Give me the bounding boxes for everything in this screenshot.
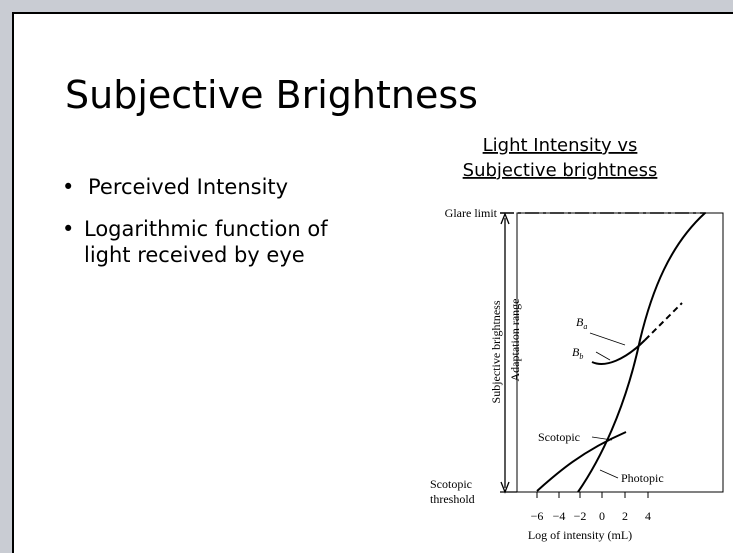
bb-sub: b bbox=[579, 352, 583, 361]
main-curve bbox=[577, 212, 706, 493]
bullet-text: Logarithmic function of light received b… bbox=[84, 217, 328, 267]
leader-lines bbox=[589, 332, 626, 479]
ba: B bbox=[576, 315, 584, 329]
x-label: Log of intensity (mL) bbox=[528, 528, 632, 542]
threshold-label: Scotopic bbox=[430, 477, 472, 491]
bb-label: Bb bbox=[572, 345, 583, 361]
bb-curve bbox=[591, 339, 646, 365]
bullet-wrap: Logarithmic function of light received b… bbox=[84, 217, 328, 267]
range-label: Adaptation range bbox=[508, 299, 522, 382]
x-ticks bbox=[536, 492, 649, 498]
title: Subjective Brightness bbox=[65, 73, 478, 117]
x-tick-label: 4 bbox=[645, 509, 651, 523]
x-tick-label: −4 bbox=[553, 509, 566, 523]
figure-labels: Glare limit Scotopic threshold Subjectiv… bbox=[430, 206, 664, 542]
ba-dashed bbox=[644, 302, 683, 341]
x-tick-label: 2 bbox=[622, 509, 628, 523]
ba-label: Ba bbox=[576, 315, 587, 331]
x-tick-label: 0 bbox=[599, 509, 605, 523]
slide-frame bbox=[12, 12, 733, 553]
scotopic-curve bbox=[536, 431, 627, 492]
bullet-text: Perceived Intensity bbox=[88, 175, 288, 199]
bullets: • Perceived Intensity • Logarithmic func… bbox=[62, 175, 328, 267]
threshold-label: threshold bbox=[430, 492, 475, 506]
ba-sub: a bbox=[583, 322, 587, 331]
x-tick-label: −2 bbox=[574, 509, 587, 523]
glare-label: Glare limit bbox=[445, 206, 498, 220]
caption: Light Intensity vs Subjective brightness bbox=[463, 135, 658, 181]
scotopic-label: Scotopic bbox=[538, 430, 580, 444]
x-tick-label: −6 bbox=[531, 509, 544, 523]
caption-line: Subjective brightness bbox=[463, 160, 658, 181]
bullet: • bbox=[62, 217, 74, 241]
bb: B bbox=[572, 345, 580, 359]
figure bbox=[500, 212, 724, 498]
bullet: • bbox=[62, 175, 74, 199]
y-label: Subjective brightness bbox=[489, 300, 503, 403]
caption-line: Light Intensity vs bbox=[483, 135, 638, 156]
photopic-label: Photopic bbox=[621, 471, 664, 485]
